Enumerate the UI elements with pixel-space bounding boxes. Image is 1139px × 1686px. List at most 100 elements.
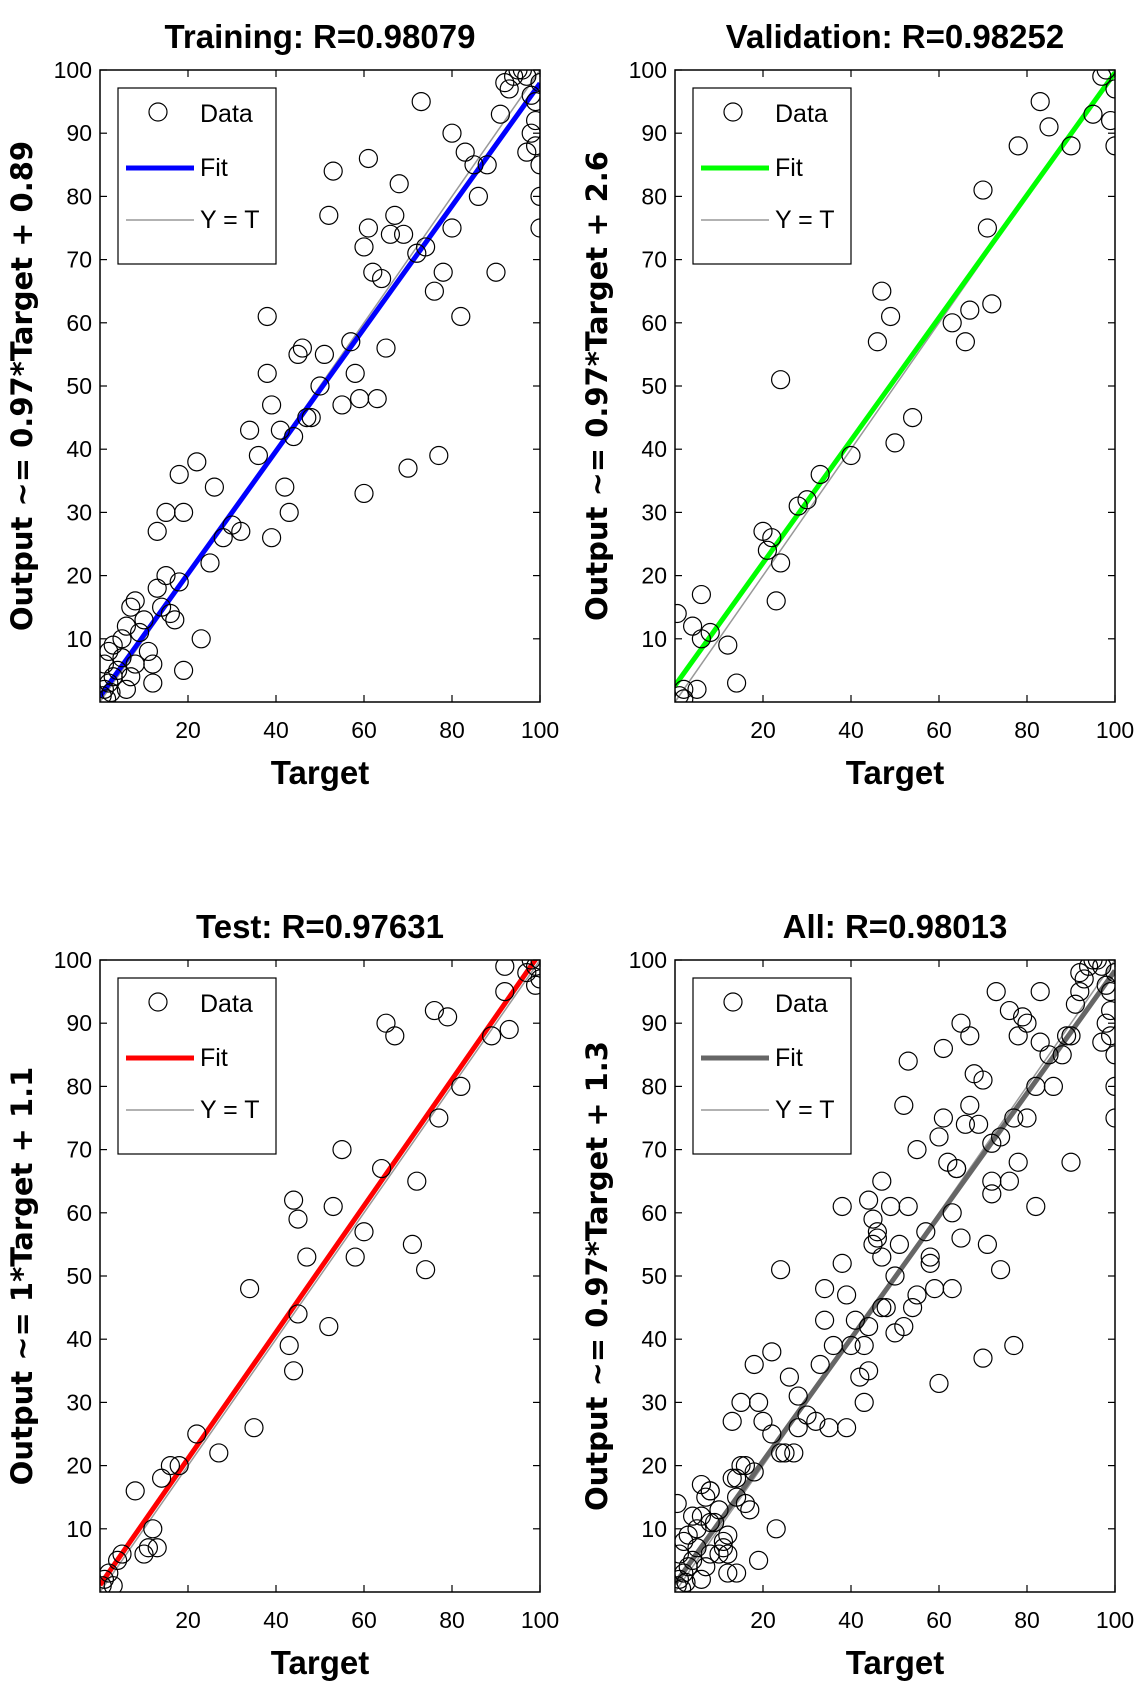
data-point	[262, 395, 282, 415]
data-point	[718, 1563, 738, 1583]
data-point	[486, 262, 506, 282]
data-point	[416, 1260, 436, 1280]
data-point	[675, 689, 694, 702]
data-point	[156, 502, 176, 523]
data-point	[872, 1297, 892, 1318]
data-point	[735, 1455, 756, 1476]
data-point	[1012, 1007, 1033, 1027]
data-point	[116, 679, 137, 699]
data-point	[687, 1519, 707, 1539]
data-point	[231, 521, 251, 541]
data-point	[942, 1279, 962, 1299]
data-point	[700, 622, 720, 643]
legend-data-marker	[723, 102, 743, 122]
data-point	[933, 1108, 954, 1128]
legend-fit-label: Fit	[200, 1044, 228, 1072]
data-point	[279, 1335, 299, 1356]
data-point	[288, 1304, 308, 1324]
data-point	[960, 1026, 980, 1046]
data-point	[990, 1127, 1011, 1147]
chart-title: All: R=0.98013	[783, 908, 1008, 945]
data-point	[112, 1544, 132, 1564]
data-point	[682, 1550, 703, 1571]
x-tick-label: 40	[838, 1607, 864, 1633]
data-point	[806, 1411, 826, 1431]
data-point	[323, 1196, 343, 1217]
data-point	[482, 1026, 502, 1046]
data-point	[929, 1373, 949, 1394]
legend-identity-label: Y = T	[200, 1096, 260, 1124]
data-point	[1043, 1076, 1064, 1097]
data-point	[872, 281, 892, 301]
data-point	[1056, 1026, 1077, 1046]
data-point	[134, 610, 154, 630]
data-point	[920, 1253, 940, 1273]
data-point	[107, 660, 128, 681]
data-point	[1092, 1032, 1112, 1052]
data-point	[718, 635, 738, 655]
y-tick-label: 90	[66, 120, 92, 146]
data-point	[819, 1418, 839, 1438]
data-point	[766, 1519, 786, 1539]
y-tick-label: 40	[66, 436, 92, 462]
data-point	[675, 603, 687, 624]
data-point	[960, 300, 980, 320]
legend-box	[692, 977, 852, 1155]
data-point	[1004, 1108, 1024, 1128]
data-point	[1061, 1026, 1081, 1046]
data-point	[477, 155, 497, 175]
y-tick-label: 90	[641, 1010, 667, 1036]
legend: Data Fit Y = T	[692, 977, 852, 1155]
y-tick-label: 100	[54, 947, 92, 973]
y-tick-label: 40	[641, 436, 667, 462]
legend-box	[117, 87, 277, 265]
x-tick-label: 20	[175, 717, 201, 743]
data-point	[332, 395, 352, 415]
y-axis-label: Output ~= 0.97*Target + 1.3	[580, 1041, 614, 1511]
x-tick-label: 40	[263, 1607, 289, 1633]
data-point	[814, 1310, 835, 1330]
all-panel: All: R=0.98013 20 40 60 80 100 10 20 30 40 50 60 70 8…	[580, 908, 1134, 1681]
y-tick-label: 10	[66, 1516, 92, 1542]
chart-title: Training: R=0.98079	[165, 18, 476, 55]
data-point	[731, 1455, 751, 1476]
y-tick-label: 70	[641, 1137, 667, 1163]
data-point	[788, 1418, 808, 1438]
data-point	[358, 148, 378, 169]
data-point	[495, 981, 515, 1002]
data-point	[147, 1538, 167, 1558]
data-point	[125, 591, 145, 611]
data-point	[872, 1171, 892, 1191]
data-point	[354, 483, 374, 504]
y-tick-label: 20	[641, 563, 667, 589]
data-point	[836, 1418, 857, 1438]
data-point	[530, 218, 540, 238]
y-tick-label: 10	[66, 626, 92, 652]
data-point	[345, 363, 365, 383]
x-tick-label: 20	[750, 717, 776, 743]
data-point	[504, 70, 524, 86]
data-point	[100, 689, 117, 702]
y-tick-label: 100	[629, 57, 667, 83]
data-point	[898, 1196, 918, 1217]
legend: Data Fit Y = T	[117, 87, 277, 265]
x-tick-label: 40	[838, 717, 864, 743]
data-point	[1004, 1335, 1024, 1356]
y-axis-label: Output ~= 0.97*Target + 2.6	[580, 151, 614, 621]
data-point	[951, 1013, 971, 1033]
data-point	[841, 1335, 861, 1356]
y-tick-label: 30	[66, 499, 92, 525]
data-point	[946, 1158, 967, 1179]
data-point	[858, 1361, 879, 1381]
data-point	[876, 1297, 896, 1318]
data-point	[517, 142, 537, 162]
x-tick-label: 100	[521, 717, 559, 743]
data-point	[438, 1007, 458, 1027]
data-point	[858, 1316, 879, 1337]
data-point	[411, 91, 431, 112]
data-point	[696, 1557, 716, 1577]
x-tick-label: 80	[1014, 1607, 1040, 1633]
data-point	[854, 1392, 874, 1413]
data-point	[125, 1481, 145, 1501]
